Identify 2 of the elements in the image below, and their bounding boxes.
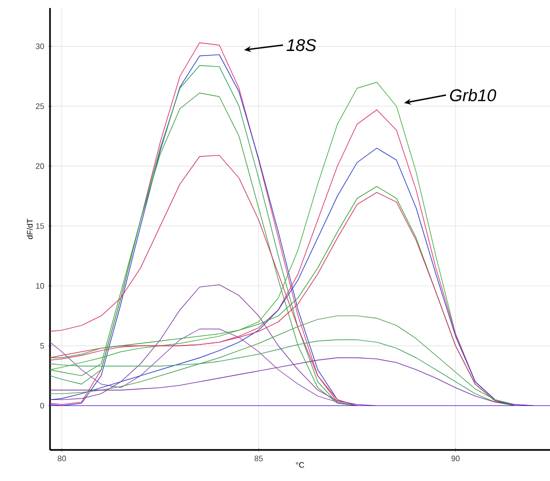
annotation: 18S — [286, 39, 316, 52]
annotation: Grb10 — [450, 88, 496, 102]
